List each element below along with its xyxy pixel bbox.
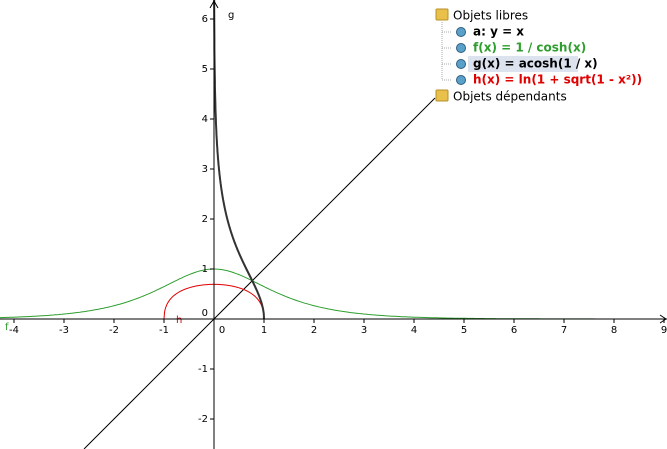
visibility-toggle[interactable] [456,27,466,37]
algebra-view: Objets libres a: y = x f(x) = 1 / cosh(x) g… [435,8,642,104]
x-tick-label: -4 [9,325,19,336]
free-objects-header: Objets libres [453,9,528,23]
y-tick-label: 6 [202,14,208,25]
x-tick-label: 3 [361,325,367,336]
x-axis-arrow [659,314,667,324]
visibility-toggle[interactable] [456,75,466,85]
curve-label-g: g [228,10,234,21]
line-a [83,97,436,449]
curve-g [213,0,265,320]
origin-label: 0 [219,325,225,336]
x-tick-label: -3 [59,325,69,336]
x-tick-label: 2 [311,325,317,336]
y-tick-label: 4 [202,114,208,125]
algebra-item[interactable]: a: y = x [473,25,524,39]
curve-label-f: f [5,322,9,333]
x-tick-label: 4 [411,325,417,336]
dependent-objects-header: Objets dépendants [453,90,567,104]
algebra-item[interactable]: f(x) = 1 / cosh(x) [473,41,586,55]
x-tick-label: 8 [611,325,617,336]
y-tick-label: 3 [202,164,208,175]
x-tick-label: 5 [461,325,467,336]
visibility-toggle[interactable] [456,59,466,69]
x-tick-label: -1 [159,325,169,336]
origin-label: 0 [202,308,208,319]
x-tick-label: 9 [661,325,667,336]
y-tick-label: 5 [202,64,208,75]
y-tick-label: -1 [198,364,208,375]
y-tick-label: 2 [202,214,208,225]
curve-label-h: h [176,315,182,326]
visibility-toggle[interactable] [456,43,466,53]
curve-f [0,268,667,320]
y-tick-label: 1 [202,264,208,275]
algebra-item[interactable]: h(x) = ln(1 + sqrt(1 - x²)) [473,73,642,87]
selection [468,56,578,72]
folder-icon [435,8,449,21]
algebra-item[interactable]: g(x) = acosh(1 / x) [473,57,598,71]
x-tick-label: 7 [561,325,567,336]
x-tick-label: -2 [109,325,119,336]
y-axis-arrow [209,0,219,9]
y-tick-label: -2 [198,414,208,425]
x-tick-label: 6 [511,325,517,336]
x-tick-label: 1 [261,325,267,336]
folder-icon [435,89,449,102]
